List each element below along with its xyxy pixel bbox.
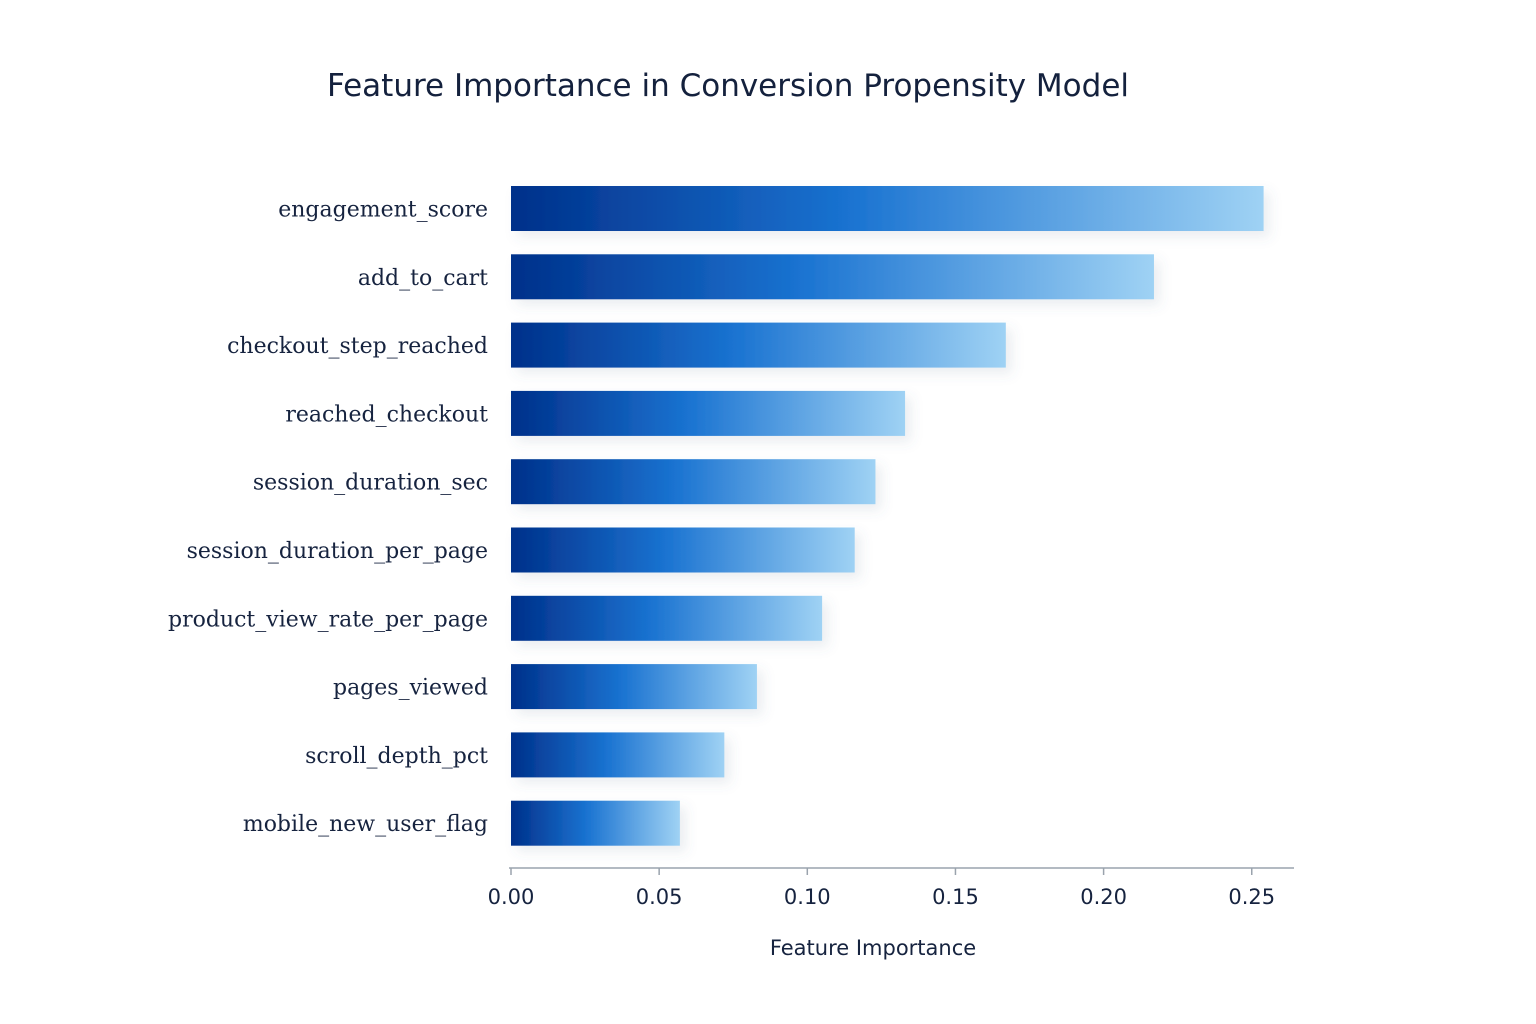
category-label-checkout-step-reached: checkout_step_reached — [227, 334, 488, 359]
x-tick-label: 0.10 — [784, 885, 831, 909]
bar-product-view-rate-per-page — [511, 595, 823, 641]
bar-engagement-score — [511, 186, 1264, 231]
bar-reached-checkout — [511, 390, 906, 436]
bar-pages-viewed — [511, 664, 757, 710]
x-tick-label: 0.00 — [488, 885, 535, 909]
bar-mobile-new-user-flag — [511, 800, 680, 846]
bars-layer — [511, 186, 1264, 846]
category-label-mobile-new-user-flag: mobile_new_user_flag — [243, 812, 488, 837]
bar-add-to-cart — [511, 254, 1154, 300]
x-tick-label: 0.25 — [1228, 885, 1275, 909]
x-tick-label: 0.15 — [932, 885, 979, 909]
category-label-reached-checkout: reached_checkout — [285, 402, 488, 427]
bar-session-duration-sec — [511, 459, 876, 505]
bar-scroll-depth-pct — [511, 732, 725, 778]
category-label-add-to-cart: add_to_cart — [358, 266, 488, 291]
x-tick-label: 0.05 — [636, 885, 683, 909]
x-axis-title: Feature Importance — [770, 936, 976, 960]
chart-title: Feature Importance in Conversion Propens… — [327, 68, 1129, 104]
x-tick-label: 0.20 — [1080, 885, 1127, 909]
category-label-scroll-depth-pct: scroll_depth_pct — [305, 744, 488, 769]
category-label-engagement-score: engagement_score — [278, 198, 488, 223]
category-label-pages-viewed: pages_viewed — [333, 676, 488, 701]
bar-session-duration-per-page — [511, 527, 855, 573]
category-label-product-view-rate-per-page: product_view_rate_per_page — [168, 607, 488, 632]
category-labels: engagement_score add_to_cart checkout_step… — [168, 198, 488, 838]
x-axis: 0.00 0.05 0.10 0.15 0.20 0.25 — [488, 867, 1294, 909]
category-label-session-duration-per-page: session_duration_per_page — [187, 539, 488, 564]
category-label-session-duration-sec: session_duration_sec — [253, 471, 488, 496]
bar-checkout-step-reached — [511, 322, 1006, 368]
